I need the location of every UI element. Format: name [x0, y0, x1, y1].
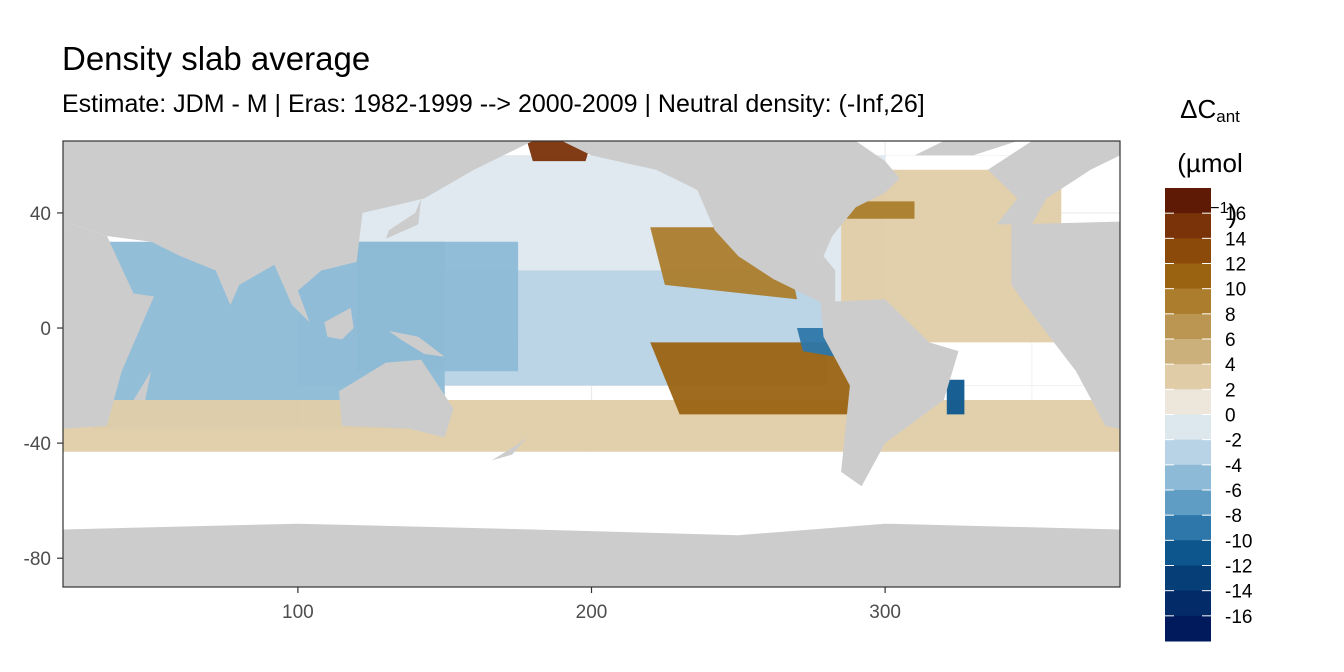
japan-land — [386, 198, 422, 239]
legend-swatch — [1165, 464, 1211, 491]
legend-label: -12 — [1225, 557, 1252, 578]
y-tick-label: 40 — [30, 204, 51, 225]
antarctica-land — [63, 523, 1120, 587]
chart-subtitle: Estimate: JDM - M | Eras: 1982-1999 --> … — [62, 90, 925, 118]
north-america-land — [562, 141, 900, 305]
legend-label: -2 — [1225, 431, 1242, 452]
africa-land — [63, 221, 154, 429]
europe-land — [987, 141, 1120, 225]
legend-title-main: ΔC — [1180, 94, 1217, 124]
x-tick-label: 100 — [282, 602, 314, 623]
legend-label: 8 — [1225, 305, 1236, 326]
legend-label: -16 — [1225, 607, 1252, 628]
legend-swatch — [1165, 565, 1211, 592]
y-tick-label: 0 — [40, 319, 51, 340]
region-se-pacific-off-peru-chile — [650, 342, 856, 415]
eurasia-land — [63, 141, 533, 323]
legend-label: 10 — [1225, 280, 1246, 301]
legend-label: -6 — [1225, 481, 1242, 502]
legend-label: 2 — [1225, 380, 1236, 401]
madagascar-land — [133, 371, 152, 400]
borneo-land — [324, 307, 354, 340]
australia-land — [339, 359, 454, 438]
legend-swatch — [1165, 439, 1211, 466]
new-guinea-land — [388, 330, 445, 357]
x-tick-label: 300 — [869, 602, 901, 623]
region-western-pacific-warm-pool — [356, 241, 519, 372]
legend-unit-sup: −1 — [1210, 200, 1229, 217]
region-gulf-stream-region — [846, 201, 915, 219]
south-america-land — [820, 299, 959, 487]
legend-swatch — [1165, 213, 1211, 239]
legend-swatch — [1165, 263, 1211, 290]
legend-label: -8 — [1225, 506, 1242, 527]
chart-title: Density slab average — [62, 40, 371, 77]
legend-title-sub: ant — [1216, 107, 1240, 126]
africa-east-land — [1011, 221, 1120, 429]
legend-label: 0 — [1225, 406, 1236, 427]
legend-swatch — [1165, 188, 1211, 214]
legend-swatch — [1165, 288, 1211, 315]
legend-label: 4 — [1225, 355, 1236, 376]
legend-label: 16 — [1225, 204, 1246, 225]
legend-swatch — [1165, 364, 1211, 390]
legend-label: 6 — [1225, 330, 1236, 351]
legend-swatch — [1165, 389, 1211, 415]
legend-swatch — [1165, 339, 1211, 365]
region-brazil-coast — [946, 379, 965, 415]
map-layer — [63, 141, 1120, 587]
legend-swatch — [1165, 515, 1211, 541]
legend-label: 14 — [1225, 229, 1247, 250]
legend-swatch — [1165, 490, 1211, 516]
y-tick-label: -40 — [24, 434, 51, 455]
legend-label: 12 — [1225, 255, 1246, 276]
legend-label: -10 — [1225, 531, 1252, 552]
legend-swatch — [1165, 313, 1211, 340]
legend: 16 14 12 10 8 6 4 2 0 -2 -4 -6 -8 -10 -12 -14 -16 — [1165, 188, 1253, 642]
legend-swatch — [1165, 238, 1211, 264]
legend-swatch — [1165, 615, 1211, 642]
legend-swatch — [1165, 590, 1211, 617]
legend-label: -4 — [1225, 456, 1242, 477]
legend-unit-suffix: ) — [1228, 198, 1238, 229]
greenland-land — [914, 141, 1018, 156]
legend-swatch — [1165, 540, 1211, 566]
y-tick-label: -80 — [24, 549, 51, 570]
legend-swatch — [1165, 414, 1211, 441]
x-tick-label: 200 — [576, 602, 608, 623]
legend-label: -14 — [1225, 582, 1253, 603]
